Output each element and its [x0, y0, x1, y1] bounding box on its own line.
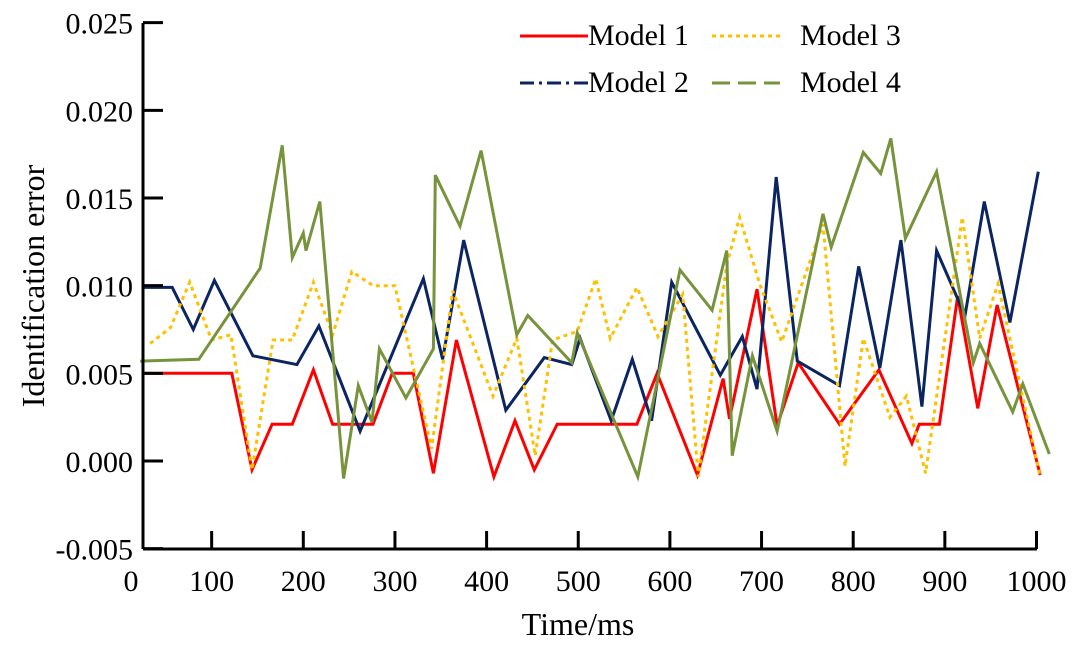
series-line-model-4: [140, 137, 1051, 482]
x-tick-label: 700: [739, 565, 784, 598]
y-tick-label: 0.020: [66, 95, 134, 128]
y-tick-label: 0.010: [66, 271, 134, 304]
y-tick-label: -0.005: [56, 534, 134, 567]
legend-label: Model 2: [588, 66, 689, 99]
x-tick-label: 0: [124, 565, 139, 598]
y-tick-label: 0.000: [66, 446, 134, 479]
y-tick-label: 0.025: [66, 8, 134, 41]
x-tick-label: 200: [281, 565, 326, 598]
legend-label: Model 1: [588, 19, 689, 52]
series-line-model-1: [144, 288, 1042, 482]
x-tick-label: 500: [556, 565, 601, 598]
legend-item-model-2: Model 2: [520, 66, 689, 99]
y-axis-title: Identification error: [15, 164, 51, 407]
x-tick-label: 100: [189, 565, 234, 598]
x-tick-label: 1000: [1007, 565, 1067, 598]
x-tick-label: 600: [647, 565, 692, 598]
legend-label: Model 4: [800, 66, 901, 99]
axes: -0.005 0.000 0.005 0.010 0.015 0.020 0.025 0 100…: [56, 8, 1067, 598]
legend-label: Model 3: [800, 19, 901, 52]
x-tick-label: 400: [464, 565, 509, 598]
x-tick-label: 900: [922, 565, 967, 598]
x-tick-label: 800: [831, 565, 876, 598]
legend-item-model-3: Model 3: [712, 19, 901, 52]
legend-item-model-4: Model 4: [712, 66, 901, 99]
legend: Model 1 Model 2 Model 3 Model 4: [520, 19, 901, 99]
series-line-model-2: [142, 171, 1040, 436]
y-tick-label: 0.005: [66, 358, 134, 391]
series-line-model-3: [149, 211, 1042, 478]
series-lines: [140, 137, 1051, 482]
x-tick-label: 300: [372, 565, 417, 598]
x-axis-title: Time/ms: [522, 606, 635, 642]
legend-item-model-1: Model 1: [520, 19, 689, 52]
y-tick-label: 0.015: [66, 183, 134, 216]
